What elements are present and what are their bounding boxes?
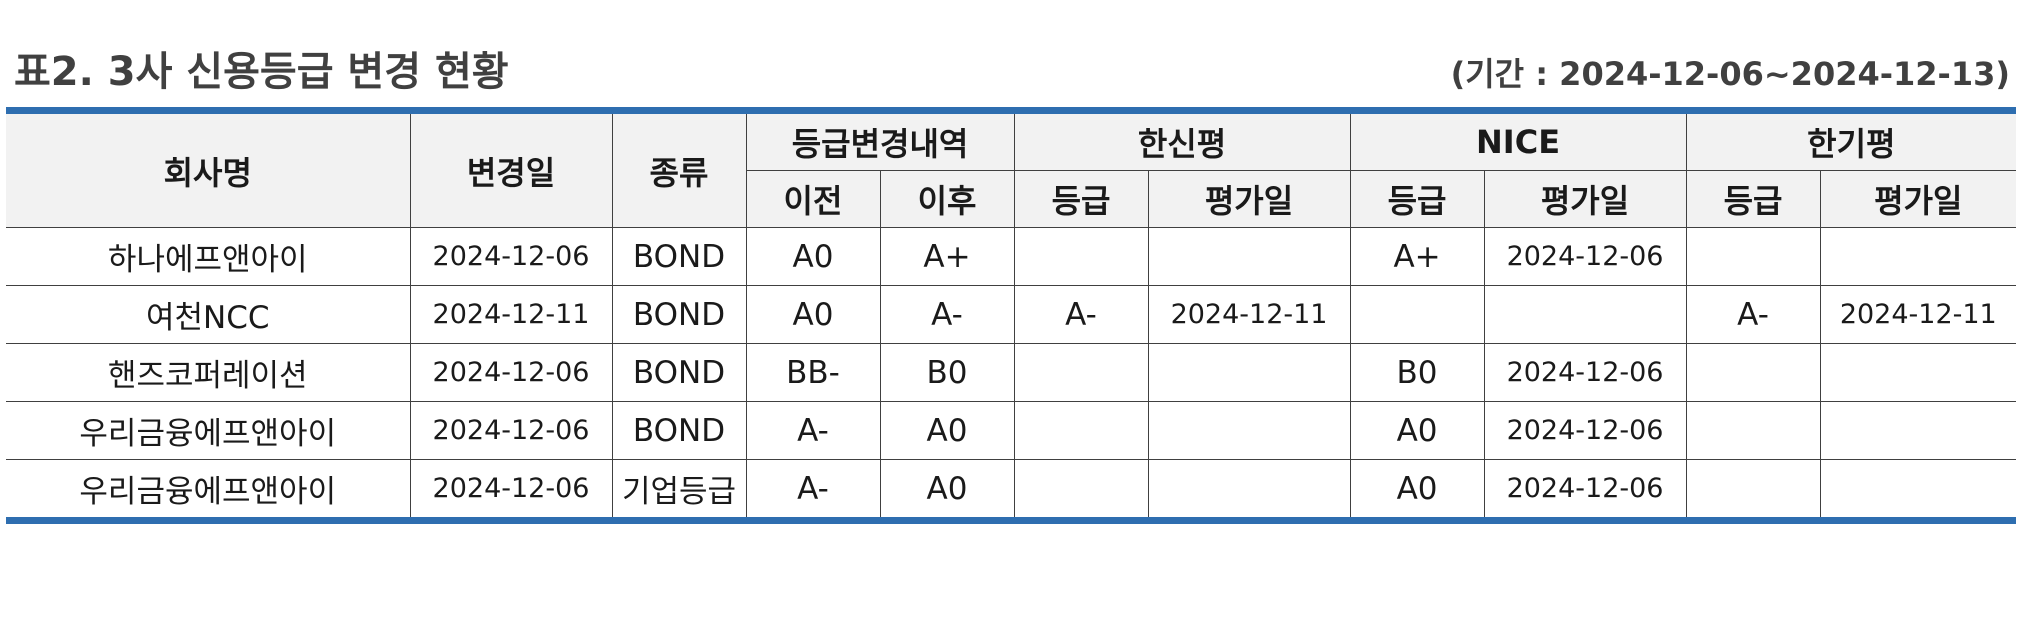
header-agency-3-grade: 등급 — [1685, 170, 1821, 228]
agency-1-grade-cell — [1013, 343, 1149, 402]
agency-1-date-cell — [1147, 401, 1351, 460]
agency-1-grade-cell — [1013, 401, 1149, 460]
type-cell: BOND — [611, 343, 747, 402]
table-row: 우리금융에프앤아이 2024-12-06 기업등급 A- A0 A0 2024-… — [6, 459, 2017, 521]
agency-2-date-cell: 2024-12-06 — [1483, 401, 1687, 460]
change-date-cell: 2024-12-06 — [409, 343, 613, 402]
before-cell: A- — [745, 401, 881, 460]
agency-2-grade-cell: A0 — [1349, 459, 1485, 521]
type-cell: BOND — [611, 227, 747, 286]
company-cell: 우리금융에프앤아이 — [6, 459, 411, 521]
header-type: 종류 — [611, 110, 747, 228]
before-cell: A0 — [745, 285, 881, 344]
credit-rating-table: 회사명 변경일 종류 등급변경내역 한신평 NICE 한기평 이전 이후 등급 … — [6, 107, 2017, 524]
agency-2-grade-cell: B0 — [1349, 343, 1485, 402]
table-row: 하나에프앤아이 2024-12-06 BOND A0 A+ A+ 2024-12… — [6, 227, 2017, 286]
table-row: 여천NCC 2024-12-11 BOND A0 A- A- 2024-12-1… — [6, 285, 2017, 344]
agency-3-grade-cell — [1685, 227, 1821, 286]
before-cell: A0 — [745, 227, 881, 286]
agency-3-date-cell — [1819, 401, 2017, 460]
agency-3-date-cell — [1819, 459, 2017, 521]
after-cell: A- — [879, 285, 1015, 344]
agency-3-date-cell: 2024-12-11 — [1819, 285, 2017, 344]
header-agency-1-grade: 등급 — [1013, 170, 1149, 228]
after-cell: A0 — [879, 401, 1015, 460]
agency-2-date-cell: 2024-12-06 — [1483, 343, 1687, 402]
company-cell: 핸즈코퍼레이션 — [6, 343, 411, 402]
agency-3-grade-cell — [1685, 401, 1821, 460]
before-cell: A- — [745, 459, 881, 521]
agency-1-grade-cell — [1013, 459, 1149, 521]
agency-2-grade-cell: A+ — [1349, 227, 1485, 286]
before-cell: BB- — [745, 343, 881, 402]
agency-1-date-cell — [1147, 459, 1351, 521]
agency-1-grade-cell: A- — [1013, 285, 1149, 344]
change-date-cell: 2024-12-06 — [409, 459, 613, 521]
agency-2-date-cell: 2024-12-06 — [1483, 227, 1687, 286]
header-row-1: 회사명 변경일 종류 등급변경내역 한신평 NICE 한기평 — [6, 110, 2017, 228]
header-agency-3-eval-date: 평가일 — [1819, 170, 2017, 228]
company-cell: 우리금융에프앤아이 — [6, 401, 411, 460]
header-agency-1-eval-date: 평가일 — [1147, 170, 1351, 228]
header-before: 이전 — [746, 170, 881, 228]
after-cell: A0 — [879, 459, 1015, 521]
agency-1-grade-cell — [1013, 227, 1149, 286]
header-after: 이후 — [879, 170, 1015, 228]
header-company: 회사명 — [6, 110, 411, 228]
agency-2-grade-cell: A0 — [1349, 401, 1485, 460]
header-agency-3: 한기평 — [1685, 110, 2017, 171]
agency-2-date-cell: 2024-12-06 — [1483, 459, 1687, 521]
agency-1-date-cell: 2024-12-11 — [1147, 285, 1351, 344]
table-title: 표2. 3사 신용등급 변경 현황 — [14, 49, 509, 95]
agency-2-grade-cell — [1349, 285, 1485, 344]
change-date-cell: 2024-12-11 — [409, 285, 613, 344]
agency-1-date-cell — [1147, 343, 1351, 402]
header-row-2: 이전 이후 등급 평가일 등급 평가일 등급 평가일 — [6, 170, 2017, 228]
table-row: 핸즈코퍼레이션 2024-12-06 BOND BB- B0 B0 2024-1… — [6, 343, 2017, 402]
agency-2-date-cell — [1483, 285, 1687, 344]
header-change-date: 변경일 — [409, 110, 613, 228]
company-cell: 여천NCC — [6, 285, 411, 344]
period-label: (기간 : 2024-12-06~2024-12-13) — [1450, 55, 2010, 93]
agency-1-date-cell — [1147, 227, 1351, 286]
after-cell: A+ — [879, 227, 1015, 286]
header-agency-2: NICE — [1349, 110, 1687, 171]
type-cell: 기업등급 — [611, 459, 747, 521]
table-row: 우리금융에프앤아이 2024-12-06 BOND A- A0 A0 2024-… — [6, 401, 2017, 460]
type-cell: BOND — [611, 285, 747, 344]
company-cell: 하나에프앤아이 — [6, 227, 411, 286]
header-agency-1: 한신평 — [1013, 110, 1351, 171]
agency-3-grade-cell — [1685, 343, 1821, 402]
change-date-cell: 2024-12-06 — [409, 227, 613, 286]
header-agency-2-grade: 등급 — [1349, 170, 1485, 228]
type-cell: BOND — [611, 401, 747, 460]
agency-3-grade-cell: A- — [1685, 285, 1821, 344]
agency-3-grade-cell — [1685, 459, 1821, 521]
agency-3-date-cell — [1819, 227, 2017, 286]
header-change-group: 등급변경내역 — [745, 110, 1015, 171]
change-date-cell: 2024-12-06 — [409, 401, 613, 460]
after-cell: B0 — [879, 343, 1015, 402]
header-agency-2-eval-date: 평가일 — [1483, 170, 1687, 228]
agency-3-date-cell — [1819, 343, 2017, 402]
